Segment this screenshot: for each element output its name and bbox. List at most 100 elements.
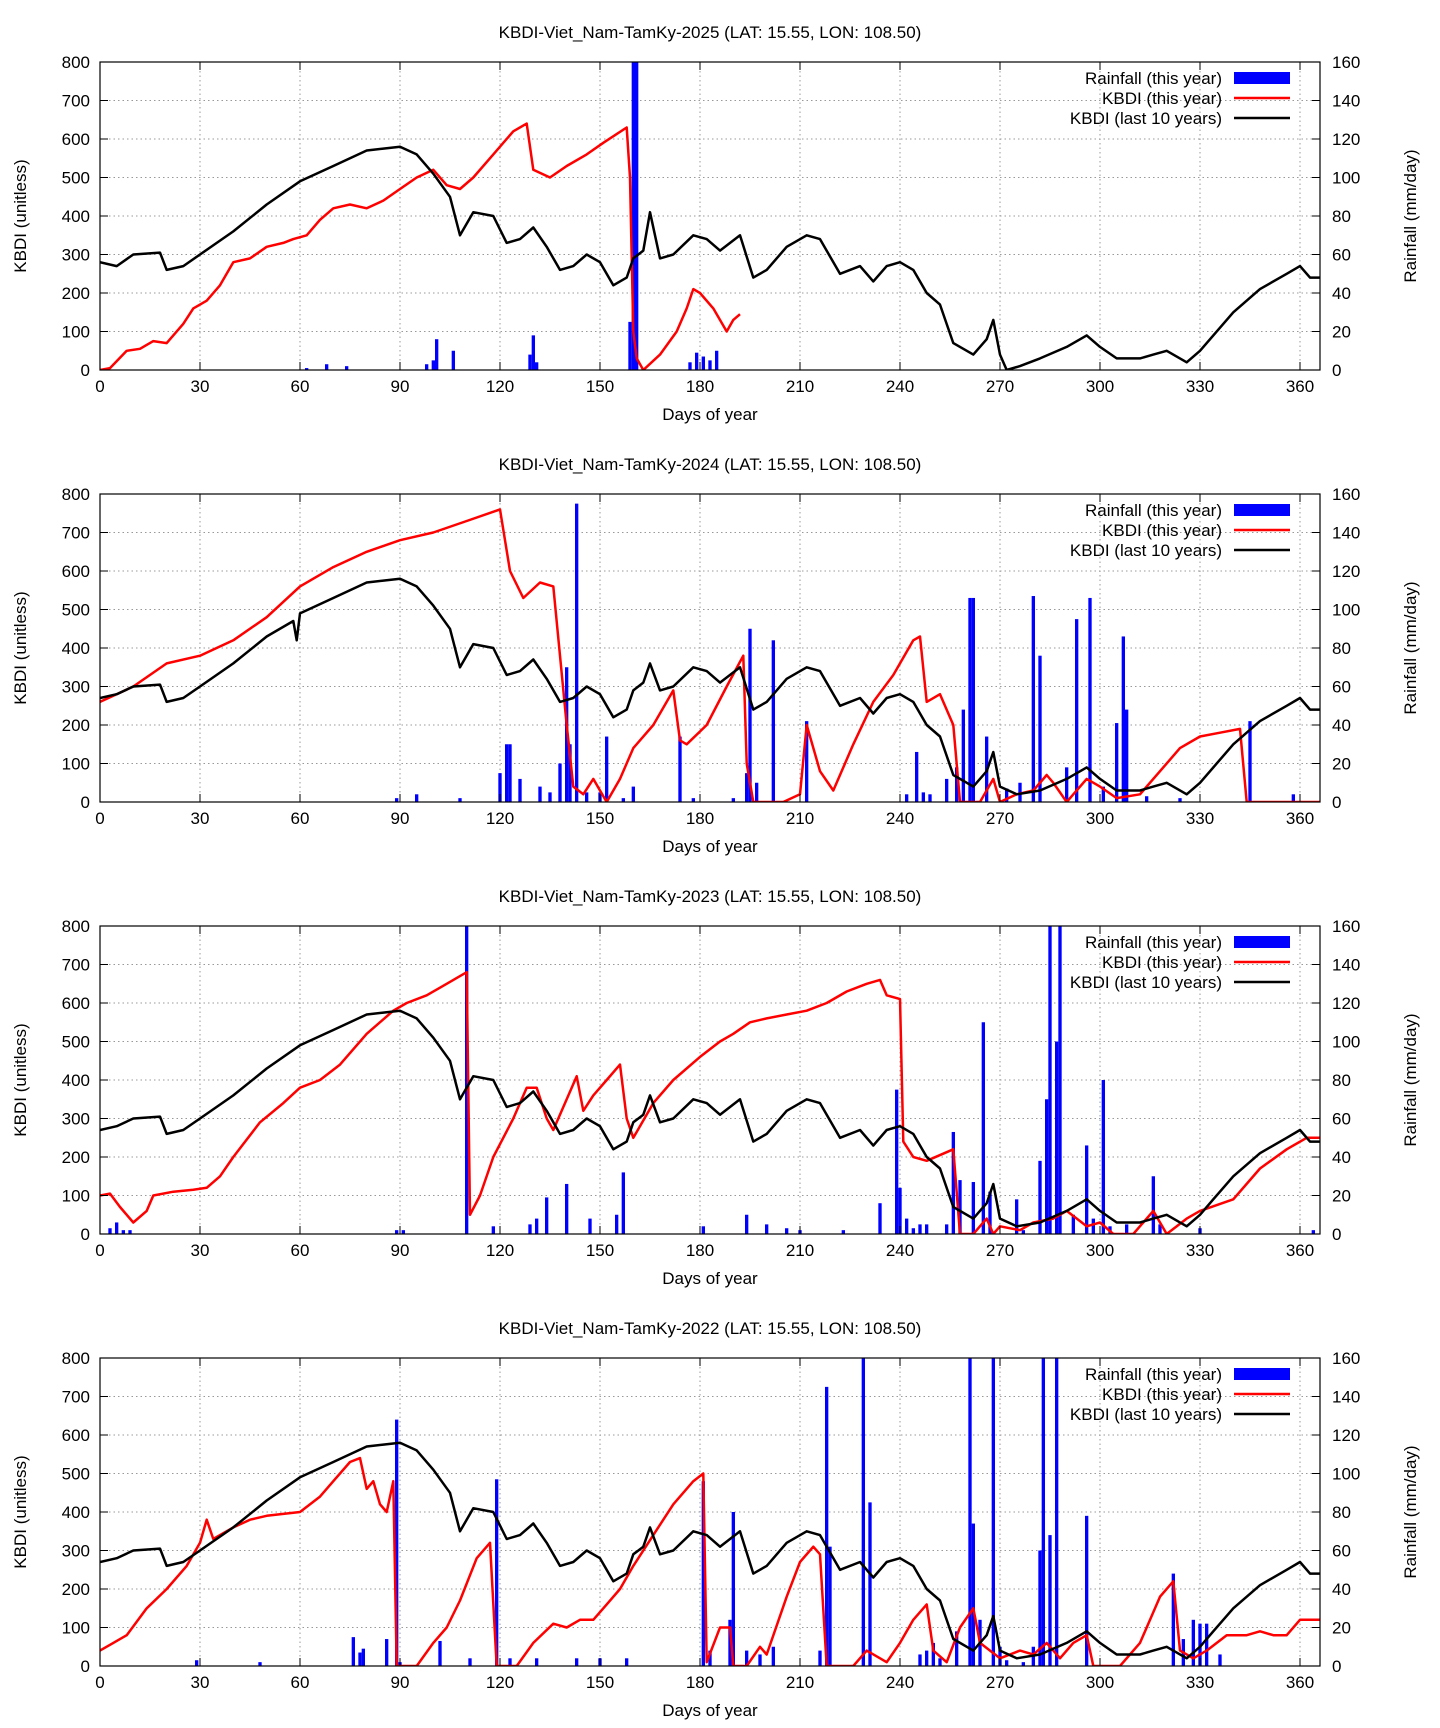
y2-tick-label: 160 [1332, 53, 1360, 72]
rainfall-bar [558, 763, 562, 802]
rainfall-bar [998, 1646, 1002, 1666]
rainfall-bar [938, 1658, 942, 1666]
rainfall-bar [588, 1218, 592, 1234]
y2-tick-label: 80 [1332, 207, 1351, 226]
rainfall-bar [505, 744, 509, 802]
rainfall-bar [708, 1650, 712, 1666]
y-tick-label: 200 [62, 716, 90, 735]
rainfall-bar [1178, 798, 1182, 802]
y2-tick-label: 20 [1332, 755, 1351, 774]
x-axis-label: Days of year [662, 1269, 758, 1288]
rainfall-bar [771, 640, 775, 802]
kbdi-this-year-line [100, 1456, 1320, 1666]
rainfall-bar [615, 1214, 619, 1234]
rainfall-bar [1291, 794, 1295, 802]
rainfall-bar [1045, 1099, 1049, 1234]
y-tick-label: 100 [62, 1187, 90, 1206]
rainfall-bar [1075, 619, 1079, 802]
y2-tick-label: 160 [1332, 917, 1360, 936]
plot-area [100, 1358, 1320, 1666]
x-tick-label: 360 [1286, 377, 1314, 396]
y2-tick-label: 120 [1332, 994, 1360, 1013]
y-tick-label: 300 [62, 678, 90, 697]
rainfall-bar [678, 736, 682, 802]
rainfall-bar [1101, 786, 1105, 802]
rainfall-bar [708, 360, 712, 370]
x-tick-label: 360 [1286, 1241, 1314, 1260]
x-tick-label: 180 [686, 1241, 714, 1260]
rainfall-bar [435, 339, 439, 370]
y2-tick-label: 100 [1332, 169, 1360, 188]
x-tick-label: 210 [786, 1673, 814, 1692]
rainfall-bar [1041, 1358, 1045, 1666]
rainfall-bar [731, 1512, 735, 1666]
rainfall-bar [1021, 1230, 1025, 1234]
rainfall-bar [1121, 636, 1125, 802]
rainfall-bar [575, 503, 579, 802]
rainfall-bar [1058, 926, 1062, 1234]
x-tick-label: 150 [586, 1241, 614, 1260]
y2-axis-label: Rainfall (mm/day) [1401, 1445, 1420, 1578]
rainfall-bar [691, 798, 695, 802]
x-tick-label: 300 [1086, 1673, 1114, 1692]
rainfall-bar [1171, 1573, 1175, 1666]
y-tick-label: 100 [62, 323, 90, 342]
x-tick-label: 270 [986, 377, 1014, 396]
x-tick-label: 120 [486, 1673, 514, 1692]
y2-tick-label: 120 [1332, 130, 1360, 149]
rainfall-bar [325, 364, 329, 370]
rainfall-bar [108, 1228, 112, 1234]
x-tick-label: 180 [686, 1673, 714, 1692]
x-tick-label: 210 [786, 809, 814, 828]
rainfall-bar [745, 1650, 749, 1666]
rainfall-bar [528, 354, 532, 370]
legend-swatch-rainfall [1234, 72, 1290, 84]
rainfall-bar [1311, 1230, 1315, 1234]
rainfall-bar [701, 1226, 705, 1234]
x-tick-label: 30 [191, 377, 210, 396]
rainfall-bar [1145, 796, 1149, 802]
y-tick-label: 800 [62, 485, 90, 504]
y-tick-label: 800 [62, 1349, 90, 1368]
rainfall-bar [951, 1131, 955, 1234]
y2-tick-label: 120 [1332, 562, 1360, 581]
y-tick-label: 200 [62, 1580, 90, 1599]
y-tick-label: 200 [62, 284, 90, 303]
rainfall-bar [1205, 1623, 1209, 1666]
x-tick-label: 0 [95, 809, 104, 828]
rainfall-bar [955, 767, 959, 802]
rainfall-bar [1088, 597, 1092, 802]
y2-tick-label: 160 [1332, 1349, 1360, 1368]
y2-tick-label: 140 [1332, 92, 1360, 111]
rainfall-bar [538, 786, 542, 802]
kbdi-last-10-years-line [100, 1441, 1320, 1660]
rainfall-bar [905, 1218, 909, 1234]
x-tick-label: 120 [486, 809, 514, 828]
legend: Rainfall (this year)KBDI (this year)KBDI… [1070, 69, 1290, 128]
x-tick-label: 180 [686, 377, 714, 396]
rainfall-bar [468, 1658, 472, 1666]
rainfall-bar [818, 1650, 822, 1666]
rainfall-bar [971, 1523, 975, 1666]
y2-tick-label: 40 [1332, 716, 1351, 735]
rainfall-bar [841, 1230, 845, 1234]
x-tick-label: 150 [586, 809, 614, 828]
x-tick-label: 0 [95, 1241, 104, 1260]
y-tick-label: 200 [62, 1148, 90, 1167]
rainfall-bar [1055, 1358, 1059, 1666]
rainfall-bar [861, 1358, 865, 1666]
rainfall-bar [1085, 1145, 1089, 1234]
y-tick-label: 100 [62, 1619, 90, 1638]
y2-tick-label: 20 [1332, 1619, 1351, 1638]
y-tick-label: 500 [62, 601, 90, 620]
rainfall-bar [568, 744, 572, 802]
rainfall-bar [1218, 1654, 1222, 1666]
y2-tick-label: 0 [1332, 1657, 1341, 1676]
rainfall-bar [258, 1662, 262, 1666]
y-tick-label: 300 [62, 1542, 90, 1561]
legend-swatch-rainfall [1234, 1368, 1290, 1380]
rainfall-bar [701, 356, 705, 370]
y2-axis-label: Rainfall (mm/day) [1401, 1013, 1420, 1146]
rainfall-bar [1005, 788, 1009, 802]
rainfall-bar [688, 362, 692, 370]
